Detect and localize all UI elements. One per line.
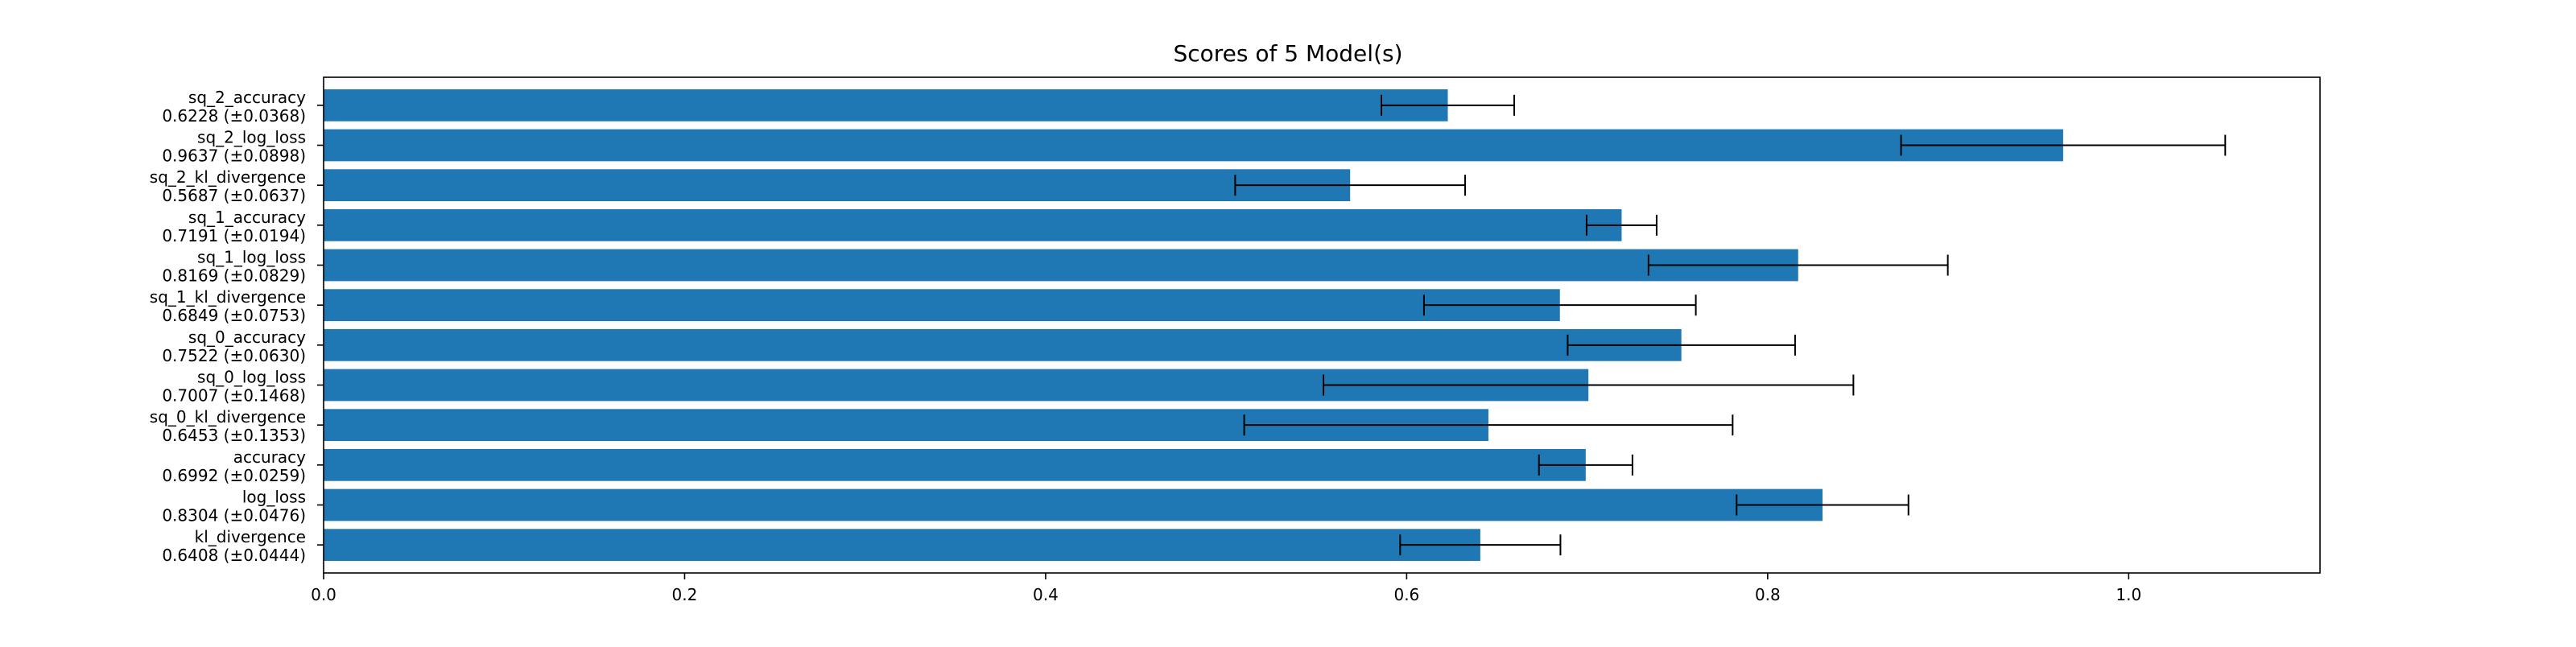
value-label: 0.6992 (±0.0259) — [162, 466, 306, 485]
x-tick-label: 0.2 — [672, 585, 698, 604]
category-label: kl_divergence — [195, 527, 306, 546]
value-label: 0.7007 (±0.1468) — [162, 386, 306, 406]
value-label: 0.6228 (±0.0368) — [162, 106, 306, 126]
value-label: 0.6849 (±0.0753) — [162, 306, 306, 325]
x-tick-label: 0.4 — [1033, 585, 1059, 604]
bar-sq-0-accuracy — [324, 328, 1682, 361]
errorbar-kl-divergence — [1399, 534, 1562, 556]
x-tick-label: 1.0 — [2116, 585, 2141, 604]
bars-layer — [324, 89, 2063, 562]
bar-sq-2-kl-divergence — [324, 169, 1351, 202]
bar-log-loss — [324, 488, 1823, 521]
category-label: sq_2_log_loss — [197, 128, 306, 147]
plot-area-frame — [323, 76, 2321, 574]
value-label: 0.8304 (±0.0476) — [162, 506, 306, 525]
x-tick-label: 0.0 — [311, 585, 336, 604]
category-label: sq_1_kl_divergence — [150, 287, 306, 307]
category-label: sq_2_accuracy — [188, 88, 306, 107]
category-label: sq_0_kl_divergence — [150, 407, 306, 427]
value-label: 0.7522 (±0.0630) — [162, 346, 306, 365]
value-label: 0.8169 (±0.0829) — [162, 266, 306, 286]
bar-sq-1-accuracy — [324, 208, 1622, 241]
errorbar-sq-1-accuracy — [1585, 214, 1657, 236]
errorbar-accuracy — [1538, 454, 1633, 476]
value-label: 0.6408 (±0.0444) — [162, 546, 306, 565]
x-axis-ticks-layer: 0.0 0.2 0.4 0.6 0.8 1.0 — [311, 573, 2141, 604]
bar-sq-2-log-loss — [324, 129, 2063, 162]
x-tick-label: 0.6 — [1393, 585, 1419, 604]
x-tick-label: 0.8 — [1755, 585, 1781, 604]
value-label: 0.9637 (±0.0898) — [162, 146, 306, 166]
bar-sq-1-kl-divergence — [324, 289, 1560, 322]
errorbar-sq-1-log-loss — [1647, 254, 1949, 276]
category-label: sq_2_kl_divergence — [150, 167, 306, 187]
errorbar-sq-0-kl-divergence — [1243, 414, 1734, 436]
category-label: sq_0_accuracy — [188, 328, 306, 347]
chart-title: Scores of 5 Model(s) — [1173, 40, 1402, 67]
errorbar-sq-0-accuracy — [1567, 334, 1796, 356]
category-label: sq_1_log_loss — [197, 248, 306, 267]
errorbar-sq-2-accuracy — [1380, 94, 1516, 116]
value-label: 0.5687 (±0.0637) — [162, 186, 306, 205]
category-label: log_loss — [242, 488, 306, 507]
bar-sq-2-accuracy — [324, 89, 1448, 122]
category-label: sq_1_accuracy — [188, 208, 306, 227]
category-label: sq_0_log_loss — [197, 368, 306, 387]
errorbar-sq-1-kl-divergence — [1422, 295, 1697, 316]
category-label: accuracy — [233, 447, 306, 467]
errorbars-layer — [1234, 94, 2227, 556]
bar-kl-divergence — [324, 529, 1480, 562]
value-label: 0.6453 (±0.1353) — [162, 426, 306, 445]
value-label: 0.7191 (±0.0194) — [162, 226, 306, 245]
errorbar-log-loss — [1736, 494, 1909, 516]
bar-sq-1-log-loss — [324, 249, 1798, 282]
errorbar-sq-0-log-loss — [1323, 374, 1855, 396]
errorbar-sq-2-kl-divergence — [1234, 175, 1467, 196]
bar-accuracy — [324, 448, 1586, 481]
errorbar-sq-2-log-loss — [1900, 134, 2227, 156]
